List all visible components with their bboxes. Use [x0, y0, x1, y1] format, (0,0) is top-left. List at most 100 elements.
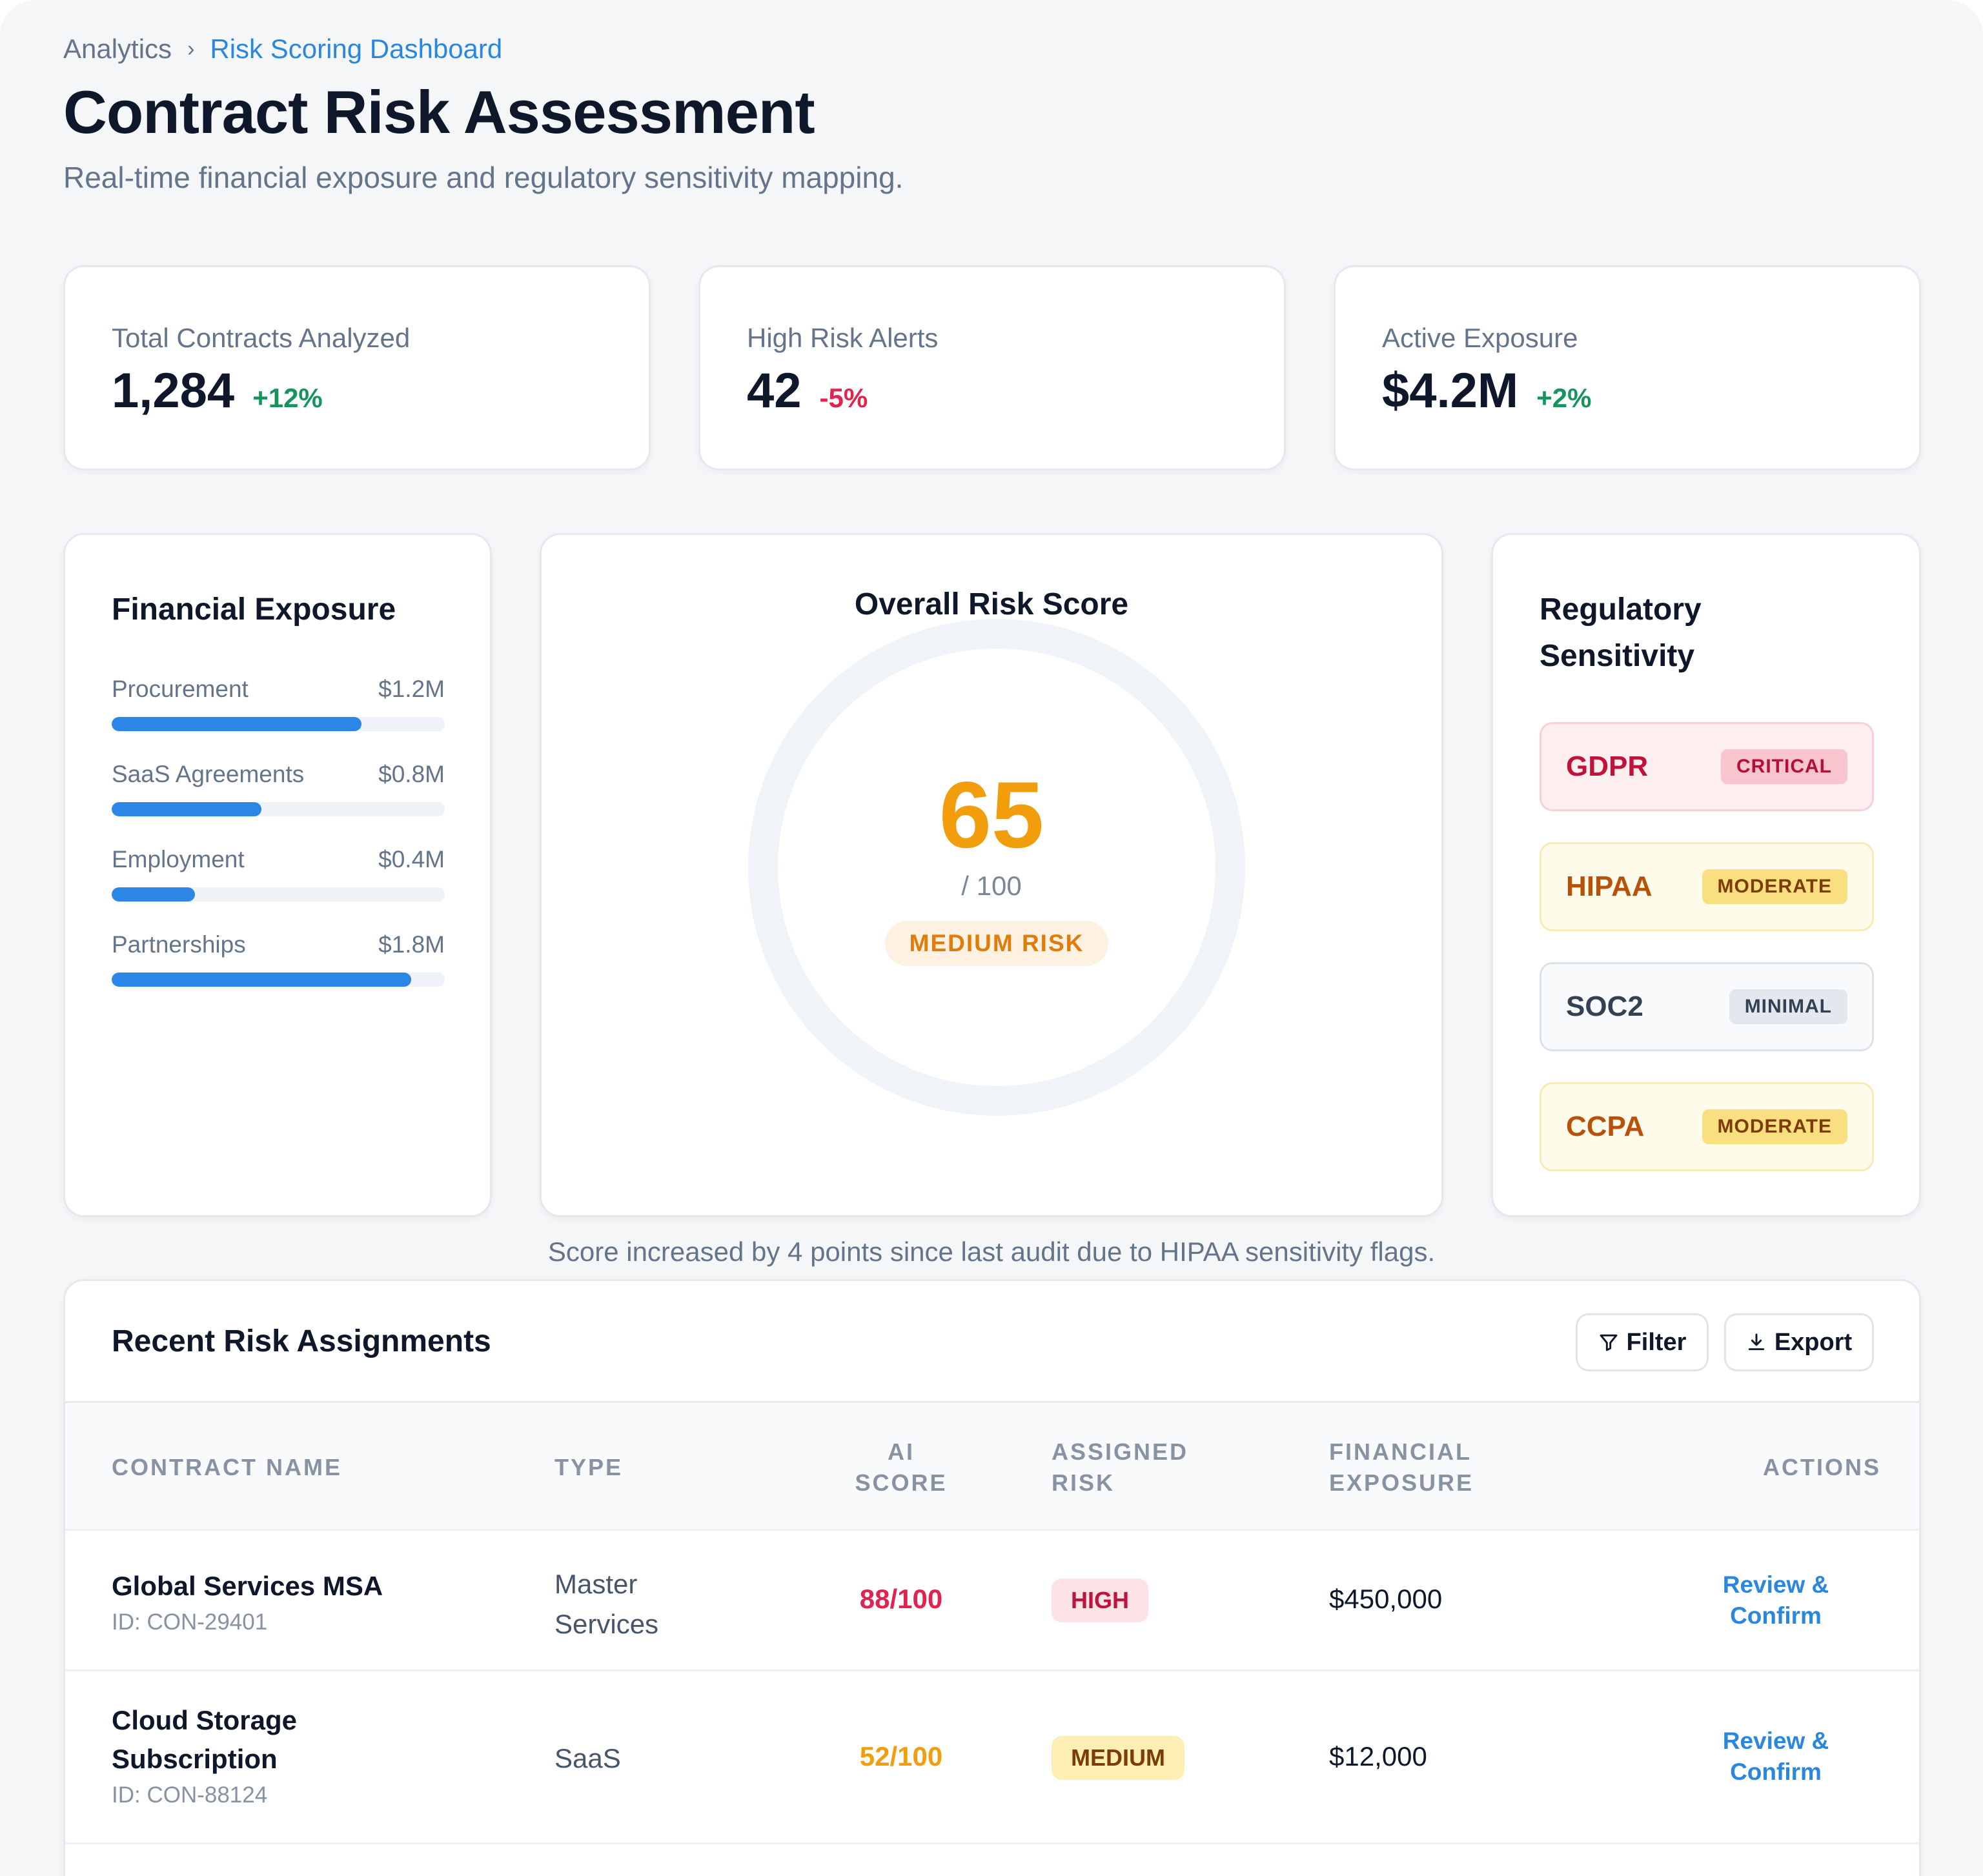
financial-exposure-title: Financial Exposure: [112, 592, 396, 627]
ai-score: 52/100: [859, 1741, 943, 1771]
table-row[interactable]: Global Services MSA ID: CON-29401 Master…: [65, 1529, 1919, 1669]
kpi-label: Total Contracts Analyzed: [112, 323, 411, 353]
exposure-label: SaaS Agreements: [112, 761, 305, 787]
regulation-item-soc2[interactable]: SOC2 MINIMAL: [1540, 962, 1874, 1051]
risk-score-value: 65: [939, 762, 1044, 867]
risk-badge-high: HIGH: [1052, 1578, 1148, 1622]
regulatory-title: Regulatory Sensitivity: [1540, 592, 1702, 673]
regulation-level-badge: MODERATE: [1702, 1109, 1847, 1144]
export-button[interactable]: Export: [1724, 1313, 1874, 1371]
table-header: CONTRACT NAME TYPE AI SCORE ASSIGNED RIS…: [65, 1401, 1919, 1529]
exposure-bar-track: [112, 717, 445, 731]
contract-name: Global Services MSA: [112, 1571, 383, 1601]
financial-exposure-card: Financial Exposure Procurement $1.2M Saa…: [63, 533, 492, 1217]
exposure-row-saas: SaaS Agreements $0.8M: [112, 761, 445, 816]
table-title: Recent Risk Assignments: [112, 1324, 491, 1358]
risk-score-title: Overall Risk Score: [854, 587, 1129, 621]
filter-button[interactable]: Filter: [1576, 1313, 1709, 1371]
regulation-name: CCPA: [1566, 1111, 1645, 1142]
regulation-item-hipaa[interactable]: HIPAA MODERATE: [1540, 842, 1874, 931]
action-line: Confirm: [1730, 1602, 1822, 1629]
exposure-bar-fill: [112, 887, 195, 902]
name-line: Subscription: [112, 1744, 278, 1774]
contract-type: Master Services: [554, 1564, 658, 1644]
exposure-value: $1.8M: [378, 931, 445, 958]
breadcrumb-current[interactable]: Risk Scoring Dashboard: [210, 34, 503, 64]
header-line: EXPOSURE: [1329, 1469, 1474, 1496]
breadcrumb-analytics-link[interactable]: Analytics: [63, 34, 172, 64]
header-line: ASSIGNED: [1052, 1438, 1189, 1465]
download-icon: [1748, 1333, 1764, 1351]
exposure-bar-track: [112, 973, 445, 987]
column-header-contract-name[interactable]: CONTRACT NAME: [112, 1454, 342, 1480]
type-line: Master: [554, 1569, 638, 1599]
exposure-label: Employment: [112, 846, 245, 872]
kpi-label: High Risk Alerts: [747, 323, 939, 353]
kpi-label: Active Exposure: [1382, 323, 1578, 353]
recent-risk-assignments-card: Recent Risk Assignments Filter Export CO…: [63, 1279, 1921, 1876]
type-line: Services: [554, 1609, 659, 1639]
export-label: Export: [1774, 1328, 1853, 1356]
regulation-level-badge: CRITICAL: [1721, 749, 1847, 784]
kpi-delta: -5%: [819, 383, 868, 413]
regulation-item-ccpa[interactable]: CCPA MODERATE: [1540, 1082, 1874, 1171]
kpi-card-high-risk-alerts: High Risk Alerts 42 -5%: [698, 265, 1286, 470]
regulation-name: SOC2: [1566, 991, 1643, 1022]
risk-score-max: / 100: [961, 871, 1022, 901]
contract-type: SaaS: [554, 1743, 621, 1773]
column-header-financial-exposure[interactable]: FINANCIAL EXPOSURE: [1329, 1437, 1474, 1498]
kpi-delta: +2%: [1536, 383, 1592, 413]
table-row[interactable]: Cloud Storage Subscription ID: CON-88124…: [65, 1669, 1919, 1842]
exposure-bar-track: [112, 887, 445, 902]
exposure-value: $0.4M: [378, 846, 445, 872]
exposure-row-procurement: Procurement $1.2M: [112, 676, 445, 731]
header-line: FINANCIAL: [1329, 1438, 1472, 1465]
action-line: Review &: [1722, 1728, 1829, 1754]
filter-icon: [1600, 1334, 1618, 1351]
filter-label: Filter: [1626, 1328, 1687, 1356]
column-header-ai-score[interactable]: AI SCORE: [840, 1437, 962, 1498]
chevron-right-icon: ›: [187, 36, 195, 61]
column-header-type[interactable]: TYPE: [554, 1454, 624, 1480]
kpi-delta: +12%: [252, 383, 323, 413]
financial-exposure: $12,000: [1329, 1741, 1427, 1771]
exposure-bar-fill: [112, 717, 361, 731]
kpi-value: 42: [747, 363, 802, 418]
header-line: RISK: [1052, 1469, 1115, 1496]
column-header-assigned-risk[interactable]: ASSIGNED RISK: [1052, 1437, 1188, 1498]
action-line: Review &: [1722, 1571, 1829, 1598]
header-line: AI: [888, 1438, 915, 1465]
regulation-item-gdpr[interactable]: GDPR CRITICAL: [1540, 722, 1874, 811]
review-confirm-link[interactable]: Review & Confirm: [1698, 1726, 1853, 1788]
ai-score: 88/100: [859, 1584, 943, 1614]
regulation-name: GDPR: [1566, 751, 1649, 782]
financial-exposure: $450,000: [1329, 1584, 1443, 1614]
exposure-bar-track: [112, 802, 445, 816]
review-confirm-link[interactable]: Review & Confirm: [1698, 1569, 1853, 1631]
regulation-level-badge: MODERATE: [1702, 869, 1847, 904]
action-line: Confirm: [1730, 1759, 1822, 1785]
contract-id: ID: CON-29401: [112, 1609, 268, 1635]
exposure-bar-fill: [112, 973, 412, 987]
kpi-value: 1,284: [112, 363, 235, 418]
risk-level-badge: MEDIUM RISK: [885, 921, 1108, 966]
regulatory-sensitivity-card: Regulatory Sensitivity GDPR CRITICAL HIP…: [1491, 533, 1921, 1217]
contract-name: Cloud Storage Subscription: [112, 1701, 297, 1779]
kpi-card-total-contracts: Total Contracts Analyzed 1,284 +12%: [63, 265, 651, 470]
exposure-label: Partnerships: [112, 931, 246, 958]
page-title: Contract Risk Assessment: [63, 78, 815, 146]
table-row[interactable]: [65, 1842, 1919, 1876]
risk-score-note: Score increased by 4 points since last a…: [547, 1236, 1436, 1267]
header-line: SCORE: [855, 1469, 948, 1496]
regulation-level-badge: MINIMAL: [1729, 989, 1847, 1024]
column-header-actions: ACTIONS: [1763, 1454, 1881, 1480]
risk-badge-medium: MEDIUM: [1052, 1736, 1185, 1780]
exposure-value: $1.2M: [378, 676, 445, 702]
contract-id: ID: CON-88124: [112, 1782, 268, 1808]
exposure-row-partnerships: Partnerships $1.8M: [112, 931, 445, 987]
name-line: Cloud Storage: [112, 1705, 298, 1735]
exposure-row-employment: Employment $0.4M: [112, 846, 445, 902]
breadcrumb: Analytics › Risk Scoring Dashboard: [63, 34, 502, 65]
risk-score-card: Overall Risk Score 65 / 100 MEDIUM RISK: [540, 533, 1443, 1217]
